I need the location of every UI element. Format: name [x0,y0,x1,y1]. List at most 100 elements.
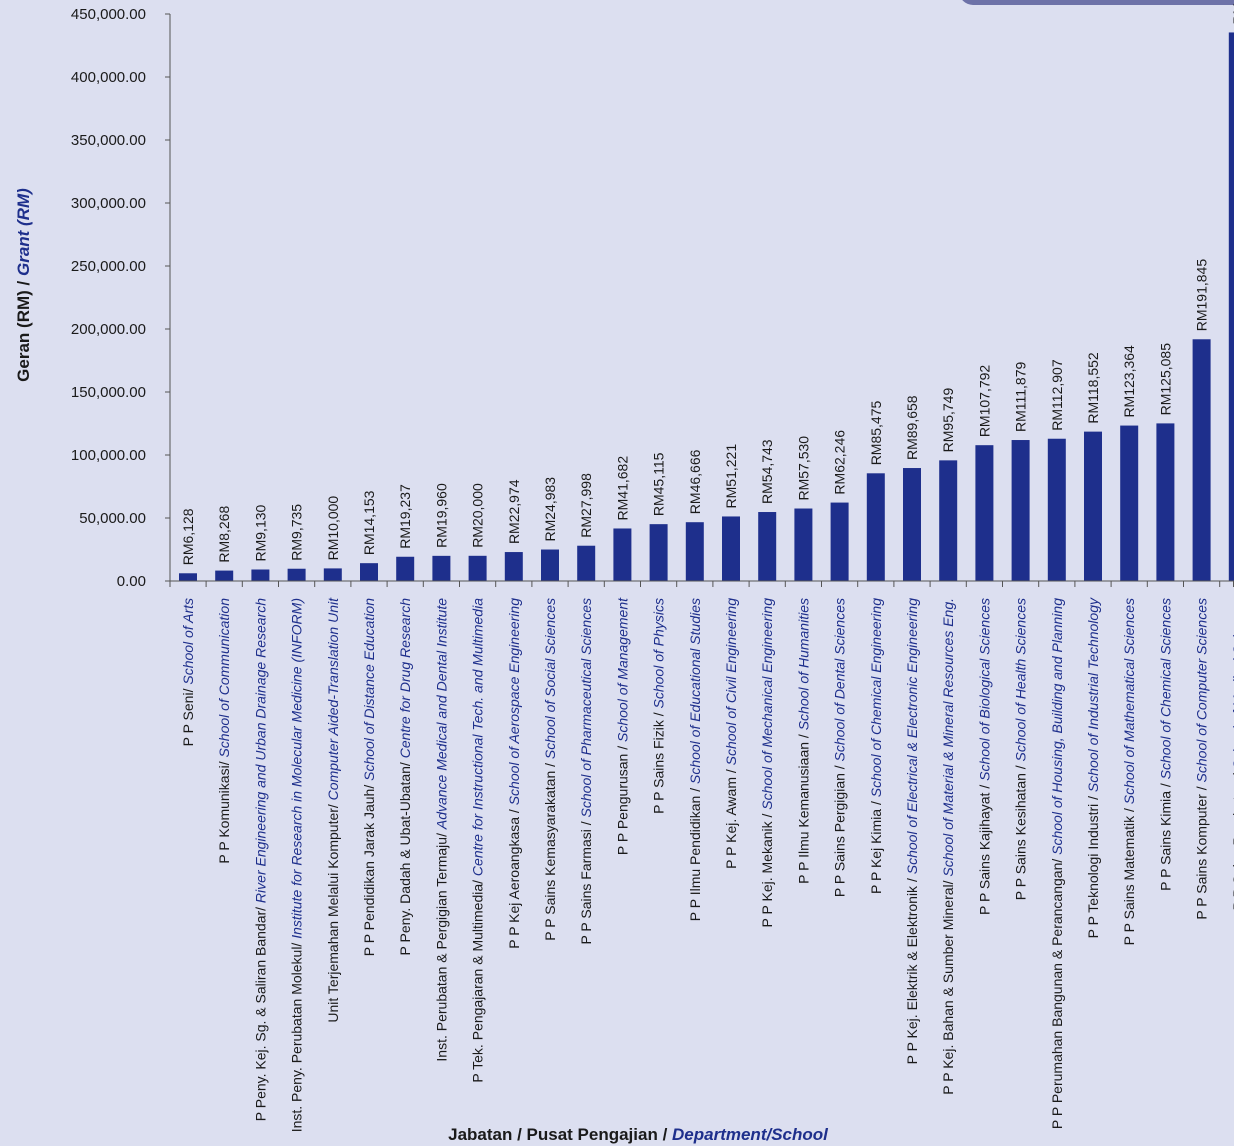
y-tick-label: 300,000.00 [71,195,146,212]
bar [215,570,234,581]
value-label: RM22,974 [506,479,522,544]
bar [323,568,342,581]
value-label: RM107,792 [976,365,992,438]
category-label: P P Kej. Bahan & Sumber Mineral/ School … [940,598,956,1095]
category-label: P P Sains Kajihayat / School of Biologic… [976,598,992,915]
value-label: RM435,351 [1230,0,1234,24]
decorative-header-tab [959,0,1234,5]
value-label: RM95,749 [940,388,956,453]
category-label: P P Seni/ School of Arts [180,598,196,746]
category-label: P Peny. Dadah & Ubat-Ubatan/ Centre for … [397,598,413,956]
value-label: RM62,246 [832,430,848,495]
bar [432,555,451,581]
y-tick-label: 150,000.00 [71,384,146,401]
bar [975,445,994,581]
category-label: P Peny. Kej. Sg. & Saliran Bandar/ River… [252,598,268,1121]
value-label: RM57,530 [795,436,811,501]
bars-group [179,32,1234,581]
y-tick-label: 0.00 [117,573,146,590]
x-axis-title: Jabatan / Pusat Pengajian / Department/S… [448,1125,829,1144]
y-tick-label: 200,000.00 [71,321,146,338]
category-label: P P Teknologi Industri / School of Indus… [1085,597,1101,938]
value-label: RM6,128 [180,508,196,565]
value-label: RM191,845 [1194,259,1210,332]
value-label: RM51,221 [723,444,739,509]
y-tick-label: 100,000.00 [71,447,146,464]
bar [1156,423,1175,581]
bar [251,569,270,581]
value-label: RM20,000 [470,483,486,548]
category-label: P P Kej Kimia / School of Chemical Engin… [868,598,884,894]
category-label: P P Kej. Awam / School of Civil Engineer… [723,598,739,869]
bar [1084,431,1102,581]
value-label: RM46,666 [687,449,703,514]
bar [179,573,197,581]
category-label: P P Sains Pergigian / School of Dental S… [832,598,848,897]
value-labels-group: RM6,128 RM8,268 RM9,130 RM9,735 RM10,000 RM14… [180,0,1234,565]
category-label: P P Kej. Elektrik & Elektronik / School … [904,598,920,1065]
value-label: RM111,879 [1013,362,1029,433]
bar [722,516,740,581]
value-label: RM112,907 [1049,359,1065,431]
bar [1011,440,1030,581]
bar [613,528,632,581]
category-label: P P Sains Kesihatan / School of Health S… [1013,598,1029,900]
category-label: P P Ilmu Pendidikan / School of Educatio… [687,598,703,921]
category-label: P P Sains Perubatan / School of Medical … [1230,598,1234,910]
category-label: P P Sains Matematik / School of Mathemat… [1121,598,1137,945]
category-label: P P Sains Komputer / School of Computer … [1194,598,1210,920]
category-label: P P Sains Kemasyarakatan / School of Soc… [542,598,558,941]
bar [866,473,885,581]
category-label: P P Kej Aeroangkasa / School of Aerospac… [506,598,522,949]
bar [1192,339,1211,581]
value-label: RM123,364 [1121,345,1137,418]
y-tick-label: 250,000.00 [71,258,146,275]
category-label: P Tek. Pengajaran & Multimedia/ Centre f… [470,598,486,1083]
category-label: P P Perumahan Bangunan & Perancangan/ Sc… [1049,598,1065,1129]
category-label: Inst. Perubatan & Pergigian Termaju/ Adv… [433,598,449,1062]
bar [541,549,559,581]
y-tick-label: 400,000.00 [71,69,146,86]
y-axis-title: Geran (RM) / Grant (RM) [14,188,33,382]
value-label: RM89,658 [904,395,920,460]
category-label: Inst. Peny. Perubatan Molekul/ Institute… [289,598,305,1132]
bar [649,524,668,581]
value-label: RM41,682 [614,456,630,521]
bar [939,460,958,581]
bar [1228,32,1234,581]
value-label: RM9,130 [252,504,268,561]
value-label: RM19,960 [433,483,449,548]
category-label: P P Komunikasi/ School of Communication [216,598,232,864]
value-label: RM8,268 [216,506,232,563]
bar [468,555,487,581]
value-label: RM24,983 [542,477,558,542]
bar [287,568,306,581]
value-label: RM10,000 [325,496,341,561]
bar [1120,425,1139,581]
category-label: P P Sains Fizik / School of Physics [651,598,667,814]
category-label: P P Kej. Mekanik / School of Mechanical … [759,598,775,928]
category-label: P P Sains Kimia / School of Chemical Sci… [1157,598,1173,891]
value-label: RM125,085 [1157,343,1173,416]
value-label: RM19,237 [397,484,413,549]
bar [360,563,378,581]
bar [396,556,415,581]
value-label: RM14,153 [361,490,377,555]
category-label: P P Pengurusan / School of Management [614,597,630,855]
category-label: Unit Terjemahan Melalui Komputer/ Comput… [325,597,341,1023]
bar [685,522,704,581]
category-label: P P Pendidikan Jarak Jauh/ School of Dis… [361,598,377,956]
value-label: RM45,115 [651,452,667,516]
bar [830,502,849,581]
y-tick-label: 350,000.00 [71,132,146,149]
bar [1047,438,1066,581]
y-tick-label: 50,000.00 [79,510,146,527]
category-label: P P Ilmu Kemanusiaan / School of Humanit… [795,598,811,884]
value-label: RM9,735 [289,504,305,561]
bar [758,512,777,581]
value-label: RM85,475 [868,400,884,465]
category-label: P P Sains Farmasi / School of Pharmaceut… [578,598,594,945]
bar [577,545,596,581]
y-axis-ticks: 0.00 50,000.00 100,000.00 150,000.00 200,000… [71,6,1234,590]
